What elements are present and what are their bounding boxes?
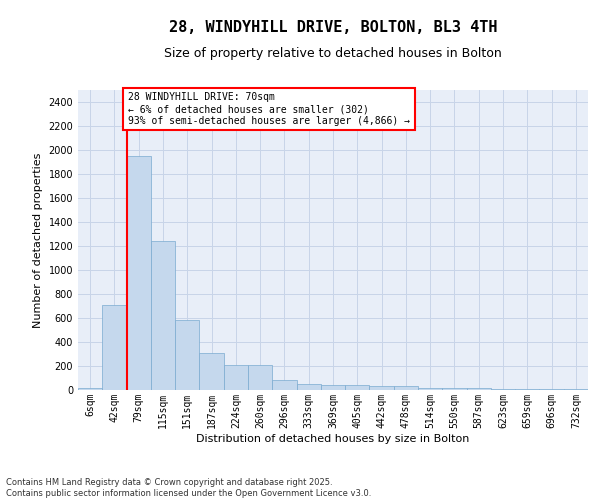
Bar [442,388,467,390]
Bar [467,388,491,390]
Text: 28 WINDYHILL DRIVE: 70sqm
← 6% of detached houses are smaller (302)
93% of semi-: 28 WINDYHILL DRIVE: 70sqm ← 6% of detach… [128,92,410,126]
Bar [394,386,418,390]
Bar [127,156,151,390]
Bar [248,366,272,390]
Text: 28, WINDYHILL DRIVE, BOLTON, BL3 4TH: 28, WINDYHILL DRIVE, BOLTON, BL3 4TH [169,20,497,35]
Bar [224,366,248,390]
Bar [345,386,370,390]
Bar [370,386,394,390]
Bar [272,380,296,390]
Bar [175,320,199,390]
Bar [151,241,175,390]
Text: Size of property relative to detached houses in Bolton: Size of property relative to detached ho… [164,48,502,60]
Text: Contains HM Land Registry data © Crown copyright and database right 2025.
Contai: Contains HM Land Registry data © Crown c… [6,478,371,498]
Bar [418,388,442,390]
Bar [102,305,127,390]
Bar [199,354,224,390]
Bar [78,388,102,390]
Bar [296,384,321,390]
X-axis label: Distribution of detached houses by size in Bolton: Distribution of detached houses by size … [196,434,470,444]
Bar [321,386,345,390]
Y-axis label: Number of detached properties: Number of detached properties [33,152,43,328]
